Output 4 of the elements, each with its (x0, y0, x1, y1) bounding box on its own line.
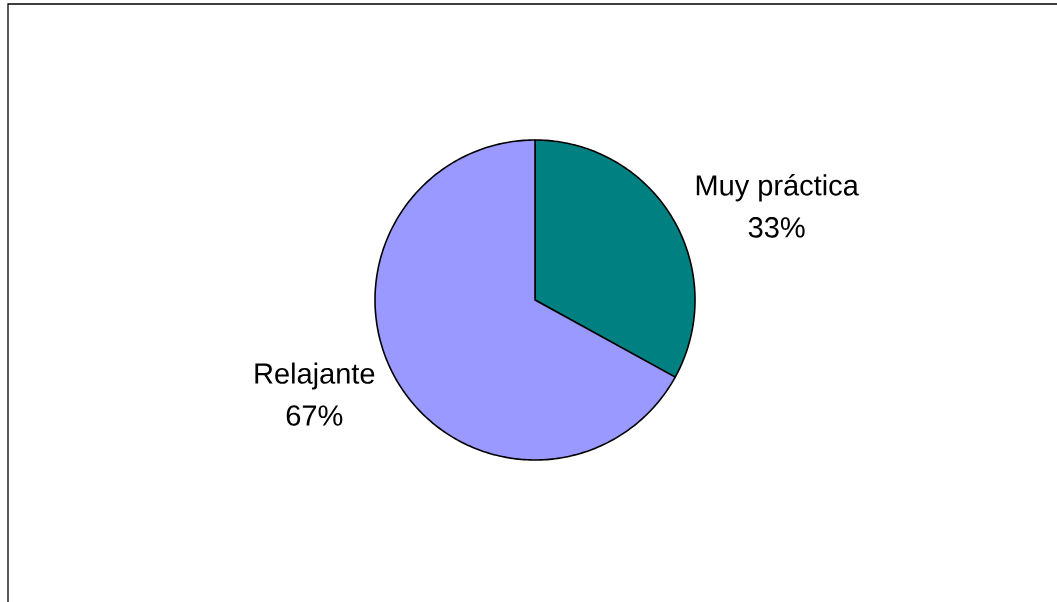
slice-label: Relajante (255, 362, 375, 390)
slice-label: Muy práctica (696, 174, 859, 202)
data-label: 67% (286, 405, 343, 426)
data-label: 33% (748, 217, 805, 238)
